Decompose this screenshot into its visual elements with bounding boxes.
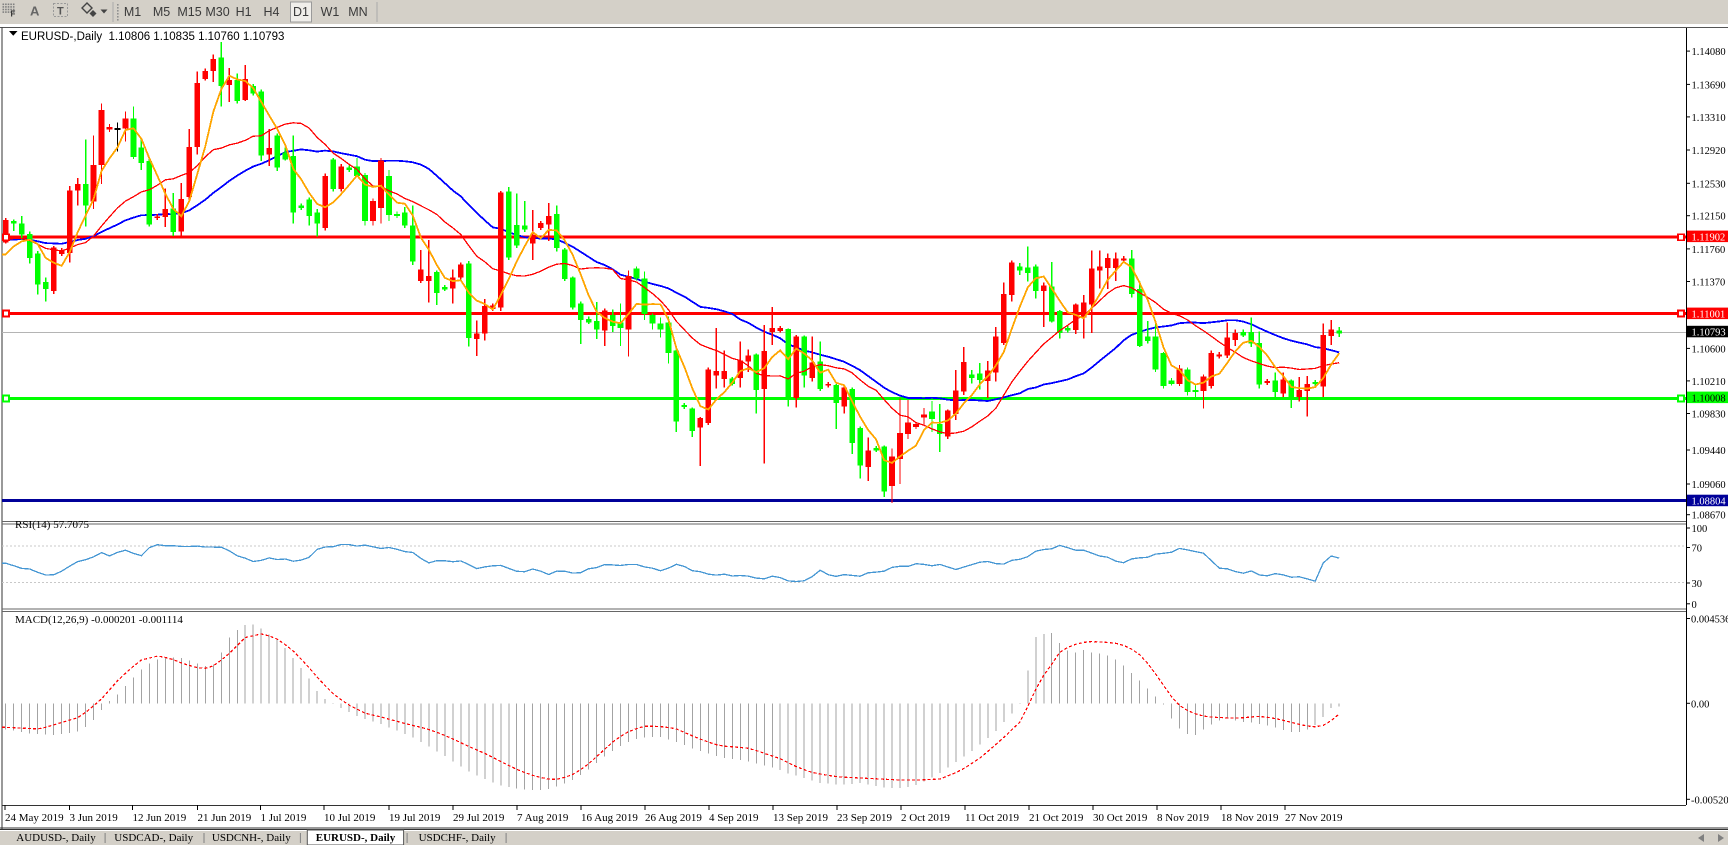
svg-text:30 Oct 2019: 30 Oct 2019 xyxy=(1093,812,1148,824)
svg-text:1.10008: 1.10008 xyxy=(1692,394,1726,405)
svg-text:100: 100 xyxy=(1692,524,1708,535)
svg-text:USDCHF-, Daily: USDCHF-, Daily xyxy=(419,832,497,844)
svg-text:1.13310: 1.13310 xyxy=(1692,113,1726,124)
svg-text:D1: D1 xyxy=(293,5,309,19)
svg-text:M30: M30 xyxy=(205,5,229,19)
svg-text:USDCAD-, Daily: USDCAD-, Daily xyxy=(114,832,193,844)
svg-text:24 May 2019: 24 May 2019 xyxy=(5,812,64,824)
svg-text:-0.005205: -0.005205 xyxy=(1691,795,1728,806)
svg-text:0: 0 xyxy=(1692,600,1697,611)
svg-text:26 Aug 2019: 26 Aug 2019 xyxy=(645,812,702,824)
svg-text:1.09440: 1.09440 xyxy=(1692,446,1726,457)
svg-text:1.10600: 1.10600 xyxy=(1692,344,1726,355)
svg-text:4 Sep 2019: 4 Sep 2019 xyxy=(709,812,759,824)
svg-text:1.13690: 1.13690 xyxy=(1692,80,1726,91)
svg-text:7 Aug 2019: 7 Aug 2019 xyxy=(517,812,569,824)
svg-text:23 Sep 2019: 23 Sep 2019 xyxy=(837,812,893,824)
svg-text:RSI(14) 57.7075: RSI(14) 57.7075 xyxy=(15,519,89,531)
svg-text:1.14080: 1.14080 xyxy=(1692,47,1726,58)
svg-text:13 Sep 2019: 13 Sep 2019 xyxy=(773,812,829,824)
svg-text:MN: MN xyxy=(348,5,367,19)
svg-text:M1: M1 xyxy=(124,5,141,19)
svg-text:T: T xyxy=(57,6,64,18)
svg-text:USDCNH-, Daily: USDCNH-, Daily xyxy=(212,832,291,844)
svg-text:29 Jul 2019: 29 Jul 2019 xyxy=(453,812,505,824)
svg-text:M5: M5 xyxy=(153,5,170,19)
svg-text:M15: M15 xyxy=(177,5,201,19)
svg-text:30: 30 xyxy=(1692,579,1703,590)
svg-text:70: 70 xyxy=(1692,544,1703,555)
svg-text:1.12920: 1.12920 xyxy=(1692,146,1726,157)
svg-text:EURUSD-,Daily 1.10806 1.10835: EURUSD-,Daily 1.10806 1.10835 1.10760 1.… xyxy=(21,31,284,43)
svg-text:1.11370: 1.11370 xyxy=(1692,278,1726,289)
svg-text:F: F xyxy=(11,10,16,19)
svg-text:0.00: 0.00 xyxy=(1691,699,1709,710)
svg-text:1.10210: 1.10210 xyxy=(1692,377,1726,388)
svg-text:0.004536: 0.004536 xyxy=(1691,615,1728,626)
svg-text:1.08670: 1.08670 xyxy=(1692,511,1726,522)
svg-text:1 Jul 2019: 1 Jul 2019 xyxy=(261,812,307,824)
svg-text:12 Jun 2019: 12 Jun 2019 xyxy=(133,812,187,824)
svg-text:1.12150: 1.12150 xyxy=(1692,212,1726,223)
svg-text:AUDUSD-, Daily: AUDUSD-, Daily xyxy=(16,832,96,844)
svg-text:18 Nov 2019: 18 Nov 2019 xyxy=(1221,812,1279,824)
svg-text:1.11001: 1.11001 xyxy=(1692,310,1726,321)
svg-text:1.10793: 1.10793 xyxy=(1692,328,1726,339)
svg-text:EURUSD-, Daily: EURUSD-, Daily xyxy=(316,832,396,844)
svg-text:H4: H4 xyxy=(264,5,280,19)
svg-text:1.11760: 1.11760 xyxy=(1692,245,1726,256)
svg-text:21 Jun 2019: 21 Jun 2019 xyxy=(198,812,252,824)
svg-text:10 Jul 2019: 10 Jul 2019 xyxy=(324,812,376,824)
svg-text:1.12530: 1.12530 xyxy=(1692,179,1726,190)
svg-text:21 Oct 2019: 21 Oct 2019 xyxy=(1029,812,1084,824)
svg-text:1.11902: 1.11902 xyxy=(1692,233,1726,244)
svg-text:8 Nov 2019: 8 Nov 2019 xyxy=(1157,812,1209,824)
svg-text:W1: W1 xyxy=(321,5,340,19)
svg-text:H1: H1 xyxy=(236,5,252,19)
svg-text:11 Oct 2019: 11 Oct 2019 xyxy=(965,812,1019,824)
svg-text:16 Aug 2019: 16 Aug 2019 xyxy=(581,812,638,824)
svg-text:3 Jun 2019: 3 Jun 2019 xyxy=(70,812,119,824)
svg-text:A: A xyxy=(30,4,40,19)
svg-text:19 Jul 2019: 19 Jul 2019 xyxy=(389,812,441,824)
svg-text:MACD(12,26,9) -0.000201 -0.001: MACD(12,26,9) -0.000201 -0.001114 xyxy=(15,614,183,626)
svg-text:1.08804: 1.08804 xyxy=(1692,497,1727,508)
svg-text:1.09830: 1.09830 xyxy=(1692,410,1726,421)
svg-text:2 Oct 2019: 2 Oct 2019 xyxy=(901,812,950,824)
svg-text:1.09060: 1.09060 xyxy=(1692,480,1726,491)
svg-text:27 Nov 2019: 27 Nov 2019 xyxy=(1285,812,1343,824)
